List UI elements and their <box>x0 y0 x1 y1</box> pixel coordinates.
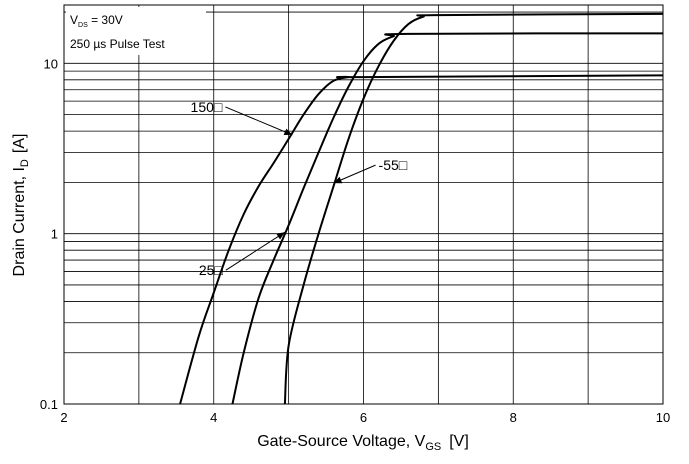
series-lines <box>179 12 664 405</box>
series-label-arrowhead-2 <box>333 176 343 184</box>
grid <box>64 5 663 404</box>
x-tick-label: 10 <box>656 410 670 425</box>
conditions-box: VDS = 30V 250 µs Pulse Test <box>66 7 206 55</box>
series-line-2 <box>283 12 664 405</box>
condition-line-2: 250 µs Pulse Test <box>70 37 165 51</box>
series-line-1 <box>231 32 664 405</box>
series-label-leader-1 <box>225 231 286 271</box>
x-tick-label: 4 <box>210 410 217 425</box>
y-tick-label: 1 <box>51 227 58 242</box>
series-label-1: 25□ <box>199 262 224 278</box>
series-label-2: -55□ <box>379 157 408 173</box>
y-tick-label: 0.1 <box>40 397 58 412</box>
y-axis-title: Drain Current, ID[A] <box>11 134 31 277</box>
conditions-box-bg <box>66 7 206 55</box>
series-line-0 <box>179 74 664 405</box>
y-tick-label: 10 <box>44 56 58 71</box>
tick-labels: 2 4 6 8 10 0.1 1 10 <box>40 56 670 425</box>
plot-frame <box>63 4 664 405</box>
x-tick-label: 2 <box>60 410 67 425</box>
x-tick-label: 8 <box>510 410 517 425</box>
series-label-arrowhead-0 <box>283 128 293 136</box>
series-label-arrowhead-1 <box>276 232 285 240</box>
x-axis-title: Gate-Source Voltage, VGS [V] <box>257 433 469 453</box>
x-tick-label: 6 <box>360 410 367 425</box>
series-label-leader-0 <box>225 106 293 136</box>
annotations: 150□ 25□ -55□ <box>191 99 408 278</box>
series-label-0: 150□ <box>191 99 223 115</box>
condition-line-1: VDS = 30V <box>70 13 123 29</box>
